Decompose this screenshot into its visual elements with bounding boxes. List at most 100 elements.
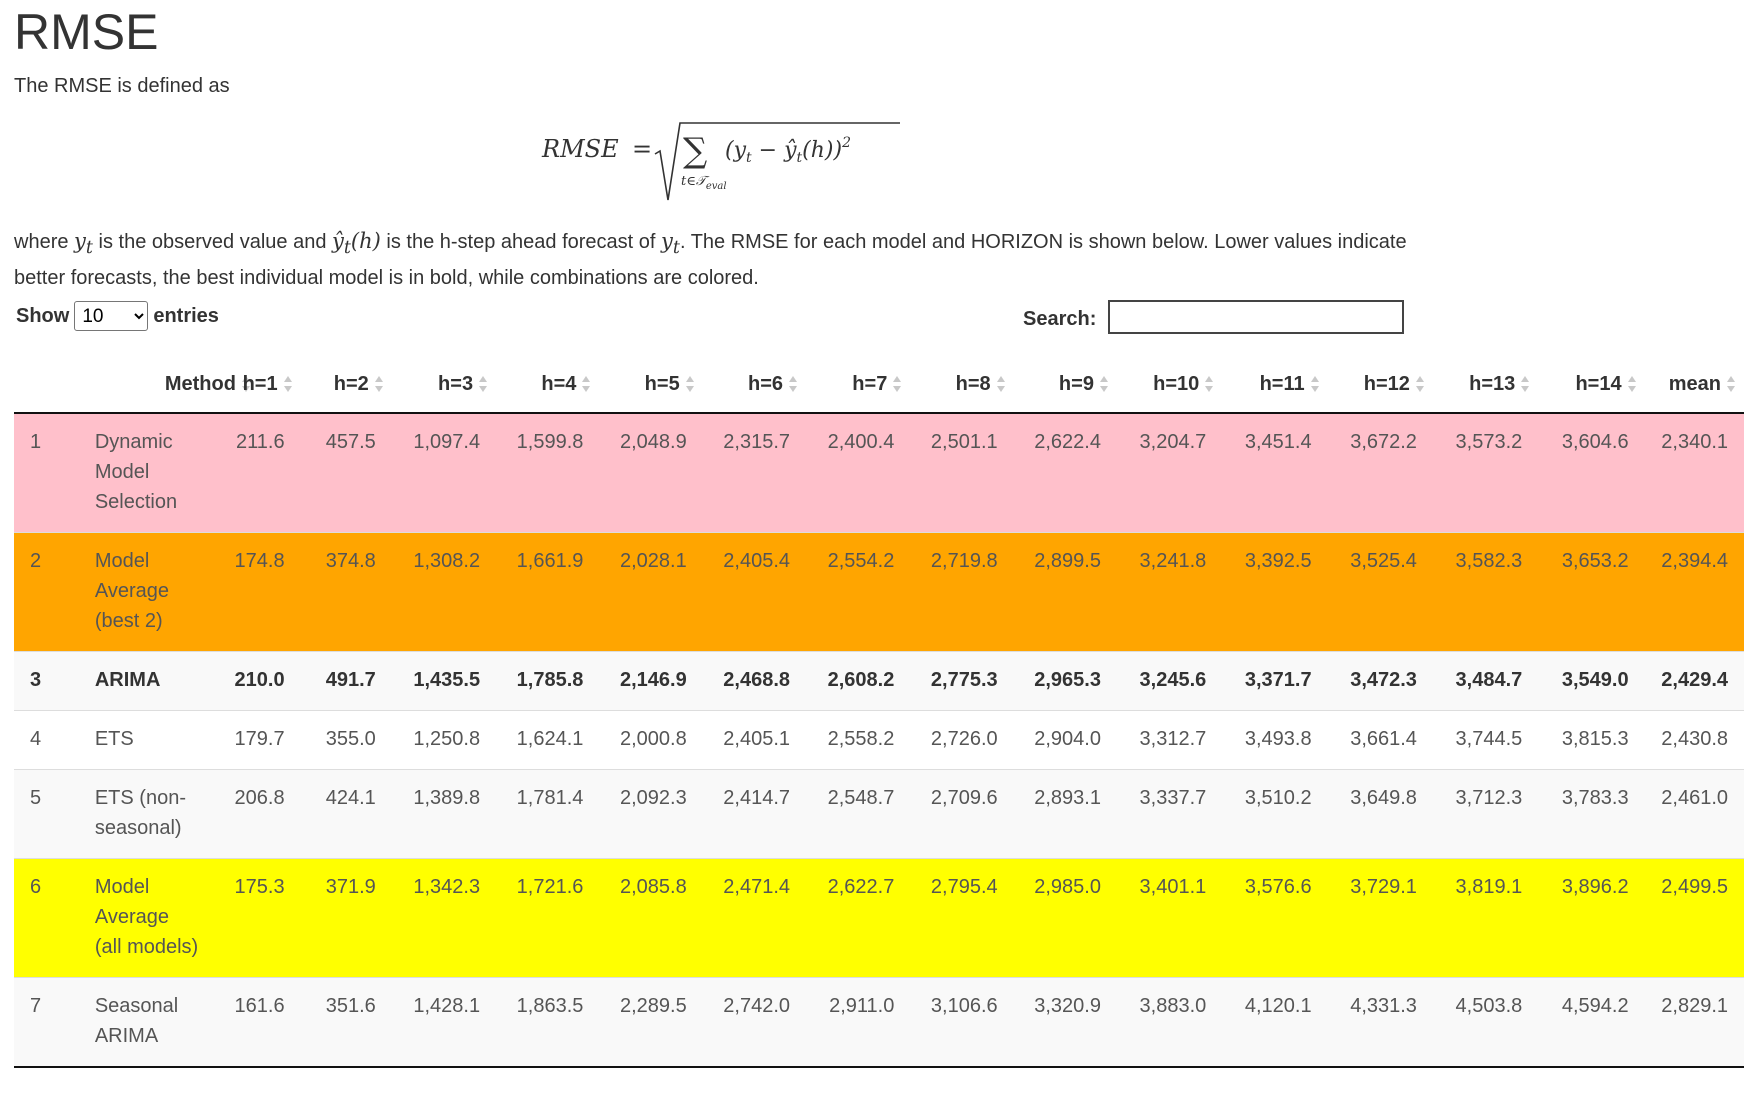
column-header-h12[interactable]: h=12 <box>1327 356 1433 414</box>
sort-icon[interactable] <box>1627 375 1637 393</box>
desc-part-4: . The RMSE for each model and HORIZON is… <box>14 231 1407 290</box>
value-cell-h6: 2,742.0 <box>702 977 807 1068</box>
value-cell-h9: 2,904.0 <box>1013 710 1117 770</box>
sort-icon[interactable] <box>685 375 695 393</box>
column-header-h14[interactable]: h=14 <box>1538 356 1645 414</box>
value-cell-h12: 4,331.3 <box>1327 977 1433 1068</box>
formula-lhs: RMSE <box>541 135 619 163</box>
value-cell-h6: 2,414.7 <box>702 769 807 859</box>
column-header-h6[interactable]: h=6 <box>702 356 807 414</box>
value-cell-h2: 351.6 <box>300 977 392 1068</box>
value-cell-mean: 2,394.4 <box>1644 532 1744 652</box>
column-header-h13[interactable]: h=13 <box>1432 356 1539 414</box>
column-header-label: h=11 <box>1259 372 1305 395</box>
column-header-method[interactable]: Method <box>80 356 250 414</box>
sort-icon[interactable] <box>581 375 591 393</box>
sort-icon[interactable] <box>788 375 798 393</box>
column-header-h7[interactable]: h=7 <box>806 356 911 414</box>
value-cell-h8: 2,501.1 <box>910 412 1014 533</box>
value-cell-h7: 2,608.2 <box>806 651 911 711</box>
value-cell-h4: 1,599.8 <box>496 412 600 533</box>
value-cell-h12: 3,525.4 <box>1327 532 1433 652</box>
table-row: 5 ETS (non-seasonal) 206.8 424.1 1,389.8 1,78… <box>14 769 1744 859</box>
value-cell-h2: 371.9 <box>300 858 392 978</box>
value-cell-mean: 2,461.0 <box>1644 769 1744 859</box>
entries-select[interactable]: 10 <box>74 301 149 331</box>
math-y-t: yt <box>74 229 93 259</box>
method-cell: ETS (non-seasonal) <box>80 769 203 859</box>
value-cell-h5: 2,146.9 <box>599 651 703 711</box>
value-cell-h1: 174.8 <box>202 532 301 652</box>
sort-icon[interactable] <box>892 375 902 393</box>
table-body: 1 Dynamic Model Selection 211.6 457.5 1,097.… <box>14 412 1744 1068</box>
value-cell-h6: 2,315.7 <box>702 412 807 533</box>
search-input[interactable] <box>1108 300 1405 334</box>
value-cell-h2: 355.0 <box>300 710 392 770</box>
column-header-h2[interactable]: h=2 <box>300 356 392 414</box>
column-header-label: h=3 <box>438 372 474 395</box>
sort-icon[interactable] <box>996 375 1006 393</box>
method-cell: Model Average (all models) <box>80 858 203 978</box>
sort-icon[interactable] <box>374 375 384 393</box>
row-index-cell: 6 <box>14 858 81 978</box>
rmse-table: Method h=1 h=2 h=3 h=4 h=5 h=6 h=7 h=8 h=9 h=10 h=1… <box>14 356 1744 1068</box>
sort-icon[interactable] <box>1520 375 1530 393</box>
column-header-h5[interactable]: h=5 <box>599 356 703 414</box>
value-cell-h11: 3,451.4 <box>1222 412 1328 533</box>
sort-icon[interactable] <box>1099 375 1109 393</box>
column-header-label: h=5 <box>644 372 680 395</box>
sort-icon[interactable] <box>1310 375 1320 393</box>
column-header-label: h=7 <box>852 372 888 395</box>
value-cell-h5: 2,092.3 <box>599 769 703 859</box>
table-row: 7 Seasonal ARIMA 161.6 351.6 1,428.1 1,863.5 2… <box>14 977 1744 1068</box>
value-cell-h10: 3,245.6 <box>1116 651 1223 711</box>
value-cell-h2: 424.1 <box>300 769 392 859</box>
value-cell-h8: 2,719.8 <box>910 532 1014 652</box>
entries-label: entries <box>153 304 219 327</box>
value-cell-h3: 1,435.5 <box>391 651 497 711</box>
sort-icon[interactable] <box>1204 375 1214 393</box>
search-label: Search: <box>1023 307 1097 330</box>
column-header-mean[interactable]: mean <box>1644 356 1744 414</box>
value-cell-h11: 3,510.2 <box>1222 769 1328 859</box>
value-cell-h5: 2,028.1 <box>599 532 703 652</box>
value-cell-h3: 1,308.2 <box>391 532 497 652</box>
value-cell-h1: 179.7 <box>202 710 301 770</box>
sort-icon[interactable] <box>1726 375 1736 393</box>
method-cell: Dynamic Model Selection <box>80 412 203 533</box>
value-cell-h8: 2,775.3 <box>910 651 1014 711</box>
column-header-label: h=2 <box>333 372 369 395</box>
column-header-h10[interactable]: h=10 <box>1116 356 1223 414</box>
column-header-h11[interactable]: h=11 <box>1222 356 1328 414</box>
row-index-cell: 4 <box>14 710 81 770</box>
sort-icon[interactable] <box>1415 375 1425 393</box>
value-cell-h1: 211.6 <box>202 412 301 533</box>
desc-part-3: is the h-step ahead forecast of <box>380 231 662 253</box>
column-header-h4[interactable]: h=4 <box>496 356 600 414</box>
value-cell-h14: 3,549.0 <box>1538 651 1645 711</box>
value-cell-h1: 206.8 <box>202 769 301 859</box>
sort-icon[interactable] <box>478 375 488 393</box>
value-cell-h12: 3,729.1 <box>1327 858 1433 978</box>
value-cell-h7: 2,548.7 <box>806 769 911 859</box>
sort-icon[interactable] <box>283 375 293 393</box>
row-index-cell: 3 <box>14 651 81 711</box>
value-cell-h4: 1,863.5 <box>496 977 600 1068</box>
column-header-label: h=14 <box>1575 372 1622 395</box>
method-cell: ETS <box>80 710 203 770</box>
value-cell-h12: 3,649.8 <box>1327 769 1433 859</box>
column-header-h1[interactable]: h=1 <box>202 356 301 414</box>
value-cell-h2: 457.5 <box>300 412 392 533</box>
value-cell-h12: 3,672.2 <box>1327 412 1433 533</box>
column-header-h8[interactable]: h=8 <box>910 356 1014 414</box>
column-header-h3[interactable]: h=3 <box>391 356 497 414</box>
value-cell-h5: 2,085.8 <box>599 858 703 978</box>
row-index-cell: 2 <box>14 532 81 652</box>
column-header-label: h=1 <box>242 372 278 395</box>
value-cell-h7: 2,622.7 <box>806 858 911 978</box>
value-cell-h11: 3,576.6 <box>1222 858 1328 978</box>
show-label: Show <box>16 304 70 327</box>
value-cell-h5: 2,048.9 <box>599 412 703 533</box>
value-cell-h10: 3,401.1 <box>1116 858 1223 978</box>
column-header-h9[interactable]: h=9 <box>1013 356 1117 414</box>
